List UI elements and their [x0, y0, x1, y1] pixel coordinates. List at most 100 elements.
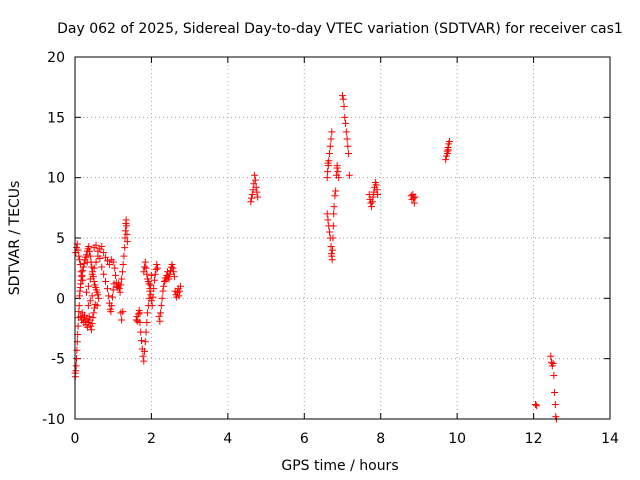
data-point	[86, 297, 94, 305]
data-point	[323, 174, 331, 182]
data-point	[254, 193, 262, 201]
data-point	[331, 192, 339, 200]
data-point	[123, 238, 131, 246]
data-point	[117, 309, 125, 317]
data-point	[94, 291, 102, 299]
data-point	[373, 186, 381, 194]
data-point	[140, 357, 148, 365]
data-point	[90, 309, 98, 317]
data-point	[82, 288, 90, 296]
data-point	[120, 252, 128, 260]
data-point	[166, 270, 174, 278]
data-point	[122, 216, 130, 224]
data-point	[372, 181, 380, 189]
data-point	[444, 146, 452, 154]
data-point	[326, 228, 334, 236]
y-axis-label: SDTVAR / TECUs	[7, 181, 23, 296]
data-point	[341, 113, 349, 121]
data-point	[147, 297, 155, 305]
data-point	[115, 285, 123, 293]
data-point	[86, 247, 94, 255]
data-point	[107, 308, 115, 316]
data-point	[118, 275, 126, 283]
data-point	[175, 292, 183, 300]
data-point	[90, 277, 98, 285]
x-tick-label: 12	[525, 431, 543, 447]
data-point	[98, 263, 106, 271]
data-points	[71, 92, 560, 423]
data-point	[90, 264, 98, 272]
data-point	[252, 183, 260, 191]
data-point	[109, 258, 117, 266]
data-point	[147, 271, 155, 279]
data-point	[162, 276, 170, 284]
data-point	[102, 277, 110, 285]
data-point	[88, 292, 96, 300]
data-point	[340, 102, 348, 110]
x-tick-label: 8	[376, 431, 385, 447]
data-point	[170, 273, 178, 281]
data-point	[551, 401, 559, 409]
data-point	[147, 281, 155, 289]
data-point	[248, 191, 256, 199]
data-point	[153, 261, 161, 269]
data-point	[163, 271, 171, 279]
data-point	[143, 318, 151, 326]
data-point	[251, 176, 259, 184]
data-point	[75, 302, 83, 310]
data-point	[145, 280, 153, 288]
data-point	[76, 256, 84, 264]
data-point	[83, 258, 91, 266]
data-point	[410, 199, 418, 207]
data-point	[91, 300, 99, 308]
data-point	[329, 222, 337, 230]
data-point	[367, 199, 375, 207]
data-point	[323, 210, 331, 218]
data-point	[444, 150, 452, 158]
data-point	[74, 322, 82, 330]
data-point	[176, 287, 184, 295]
data-point	[168, 261, 176, 269]
data-point	[103, 257, 111, 265]
data-point	[339, 95, 347, 103]
data-point	[108, 302, 116, 310]
data-point	[251, 171, 259, 179]
data-point	[112, 271, 120, 279]
data-point	[324, 216, 332, 224]
data-point	[89, 314, 97, 322]
data-point	[155, 312, 163, 320]
data-point	[411, 193, 419, 201]
data-point	[247, 198, 255, 206]
data-point	[368, 203, 376, 211]
data-point	[150, 276, 158, 284]
data-point	[157, 302, 165, 310]
data-point	[85, 242, 93, 250]
data-point	[142, 264, 150, 272]
y-tick-label: -5	[51, 352, 65, 368]
data-point	[410, 194, 418, 202]
data-point	[81, 311, 89, 319]
data-point	[139, 352, 147, 360]
data-point	[335, 174, 343, 182]
data-point	[330, 203, 338, 211]
data-point	[82, 251, 90, 259]
data-point	[446, 137, 453, 145]
data-point	[550, 372, 558, 380]
x-tick-label: 14	[601, 431, 619, 447]
data-point	[442, 156, 450, 164]
data-point	[328, 128, 336, 136]
data-point	[157, 309, 165, 317]
x-tick-label: 4	[223, 431, 232, 447]
x-tick-label: 0	[71, 431, 80, 447]
data-point	[119, 308, 127, 316]
data-point	[365, 191, 373, 199]
y-tick-label: 0	[56, 291, 65, 307]
data-point	[116, 288, 124, 296]
data-point	[327, 135, 335, 143]
data-point	[76, 261, 84, 269]
axis-ticks: 0 2 4 6 8 10 12 14 -10 -5 0 5 10 15 20	[42, 50, 619, 447]
x-axis-label: GPS time / hours	[281, 458, 398, 474]
data-point	[160, 282, 168, 290]
